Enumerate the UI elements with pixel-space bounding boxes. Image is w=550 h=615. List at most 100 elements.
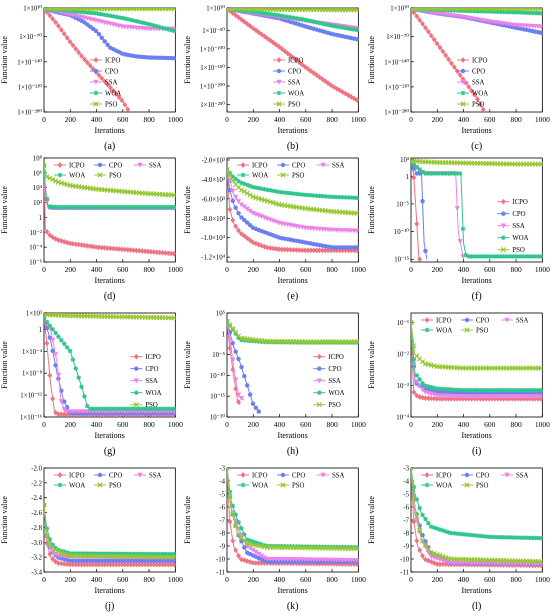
marker-woa [151,551,156,557]
legend-label-pso: PSO [109,483,122,490]
x-axis-label: Iterations [278,586,308,595]
marker-pso [276,101,282,107]
marker-woa [134,19,139,24]
marker-woa [93,551,99,556]
y-tick-label: 1×10⁻²¹⁰ [384,84,409,91]
marker-icpo [500,198,506,205]
marker-woa [463,388,468,393]
marker-woa [334,24,340,29]
legend: ICPO CPO SSA WOA PSO [273,57,305,109]
marker-woa [417,505,422,511]
plot-frame [410,312,543,418]
marker-woa [90,406,96,411]
y-axis-label: Function value [0,36,9,84]
x-tick-label: 0 [225,575,229,584]
marker-icpo [428,32,434,39]
marker-woa [44,526,50,531]
marker-woa [230,503,236,509]
marker-icpo [47,12,53,19]
marker-pso [538,8,542,12]
marker-woa [108,13,113,19]
marker-icpo [326,80,331,87]
x-tick-label: 200 [248,575,260,584]
marker-woa [163,406,168,411]
marker-woa [88,10,93,15]
marker-pso [419,538,425,544]
marker-icpo [317,74,323,80]
marker-icpo [317,353,323,360]
marker-icpo [160,561,165,568]
x-tick-label: 0 [409,115,413,124]
marker-woa [116,15,122,20]
marker-woa [50,542,55,547]
marker-woa [524,254,529,259]
marker-woa [148,406,154,411]
marker-woa [477,388,483,393]
marker-pso [428,550,434,556]
legend-label-pso: PSO [329,402,342,409]
x-tick-label: 800 [143,420,155,429]
y-tick-label: 10⁴ [33,185,43,192]
marker-icpo [119,561,125,568]
marker-woa [320,544,325,549]
legend: ICPO CPO SSA WOA PSO [54,472,162,490]
marker-woa [474,388,480,393]
marker-woa [277,543,282,549]
marker-woa [151,23,156,28]
y-tick-label: 10⁻⁵ [396,201,409,208]
marker-icpo [154,249,160,256]
marker-woa [131,204,136,210]
x-tick-label: 200 [248,420,260,429]
marker-woa [151,406,156,411]
marker-woa [70,357,76,362]
marker-woa [76,551,81,556]
marker-woa [233,331,239,336]
marker-cpo [256,409,262,414]
marker-woa [163,551,168,557]
marker-woa [157,406,162,411]
legend-label-woa: WOA [436,483,452,490]
marker-icpo [414,220,419,227]
marker-woa [460,532,465,537]
marker-woa [254,339,259,344]
marker-woa [288,544,294,549]
marker-icpo [131,247,136,254]
marker-woa [265,187,270,192]
marker-woa [99,406,104,411]
marker-pso [354,210,359,216]
chart-panel-e: 0 200 400 600 800 1000 -2.0×10³ -4.0×10³ -6.0×10… [183,157,366,302]
marker-woa [422,171,428,176]
marker-pso [50,176,56,183]
legend: ICPO CPO SSA WOA PSO [420,472,528,490]
chart-panel-a: 0 200 400 600 800 1000 1×10¹⁰ 1×10⁻⁷⁰ 1×10⁻¹⁴⁰ 1×… [0,6,183,153]
panel-caption: (d) [104,291,116,302]
legend: ICPO CPO SSA WOA PSO [496,198,528,254]
marker-woa [119,551,125,556]
marker-icpo [162,250,168,256]
marker-woa [535,535,540,541]
marker-icpo [136,561,142,568]
y-tick-label: 1×10¹⁰ [207,6,226,13]
marker-icpo [64,561,70,568]
marker-woa [128,204,133,210]
marker-woa [535,11,540,16]
marker-icpo [434,40,440,47]
x-tick-label: 400 [458,420,470,429]
y-tick-label: -3.4 [31,570,42,577]
marker-woa [337,544,343,550]
marker-icpo [414,537,419,544]
legend-label-pso: PSO [145,402,158,409]
marker-woa [480,534,486,539]
marker-icpo [122,101,128,108]
marker-icpo [79,561,84,568]
legend-label-ssa: SSA [512,223,525,230]
marker-woa [148,22,154,27]
marker-cpo [236,356,242,362]
marker-cpo [171,558,176,564]
x-tick-label: 400 [274,115,286,124]
y-tick-label: 10⁻¹⁵ [394,257,409,264]
marker-woa [288,15,294,20]
marker-ssa [317,378,323,384]
marker-woa [448,8,454,13]
y-axis-label: Function value [183,496,192,544]
